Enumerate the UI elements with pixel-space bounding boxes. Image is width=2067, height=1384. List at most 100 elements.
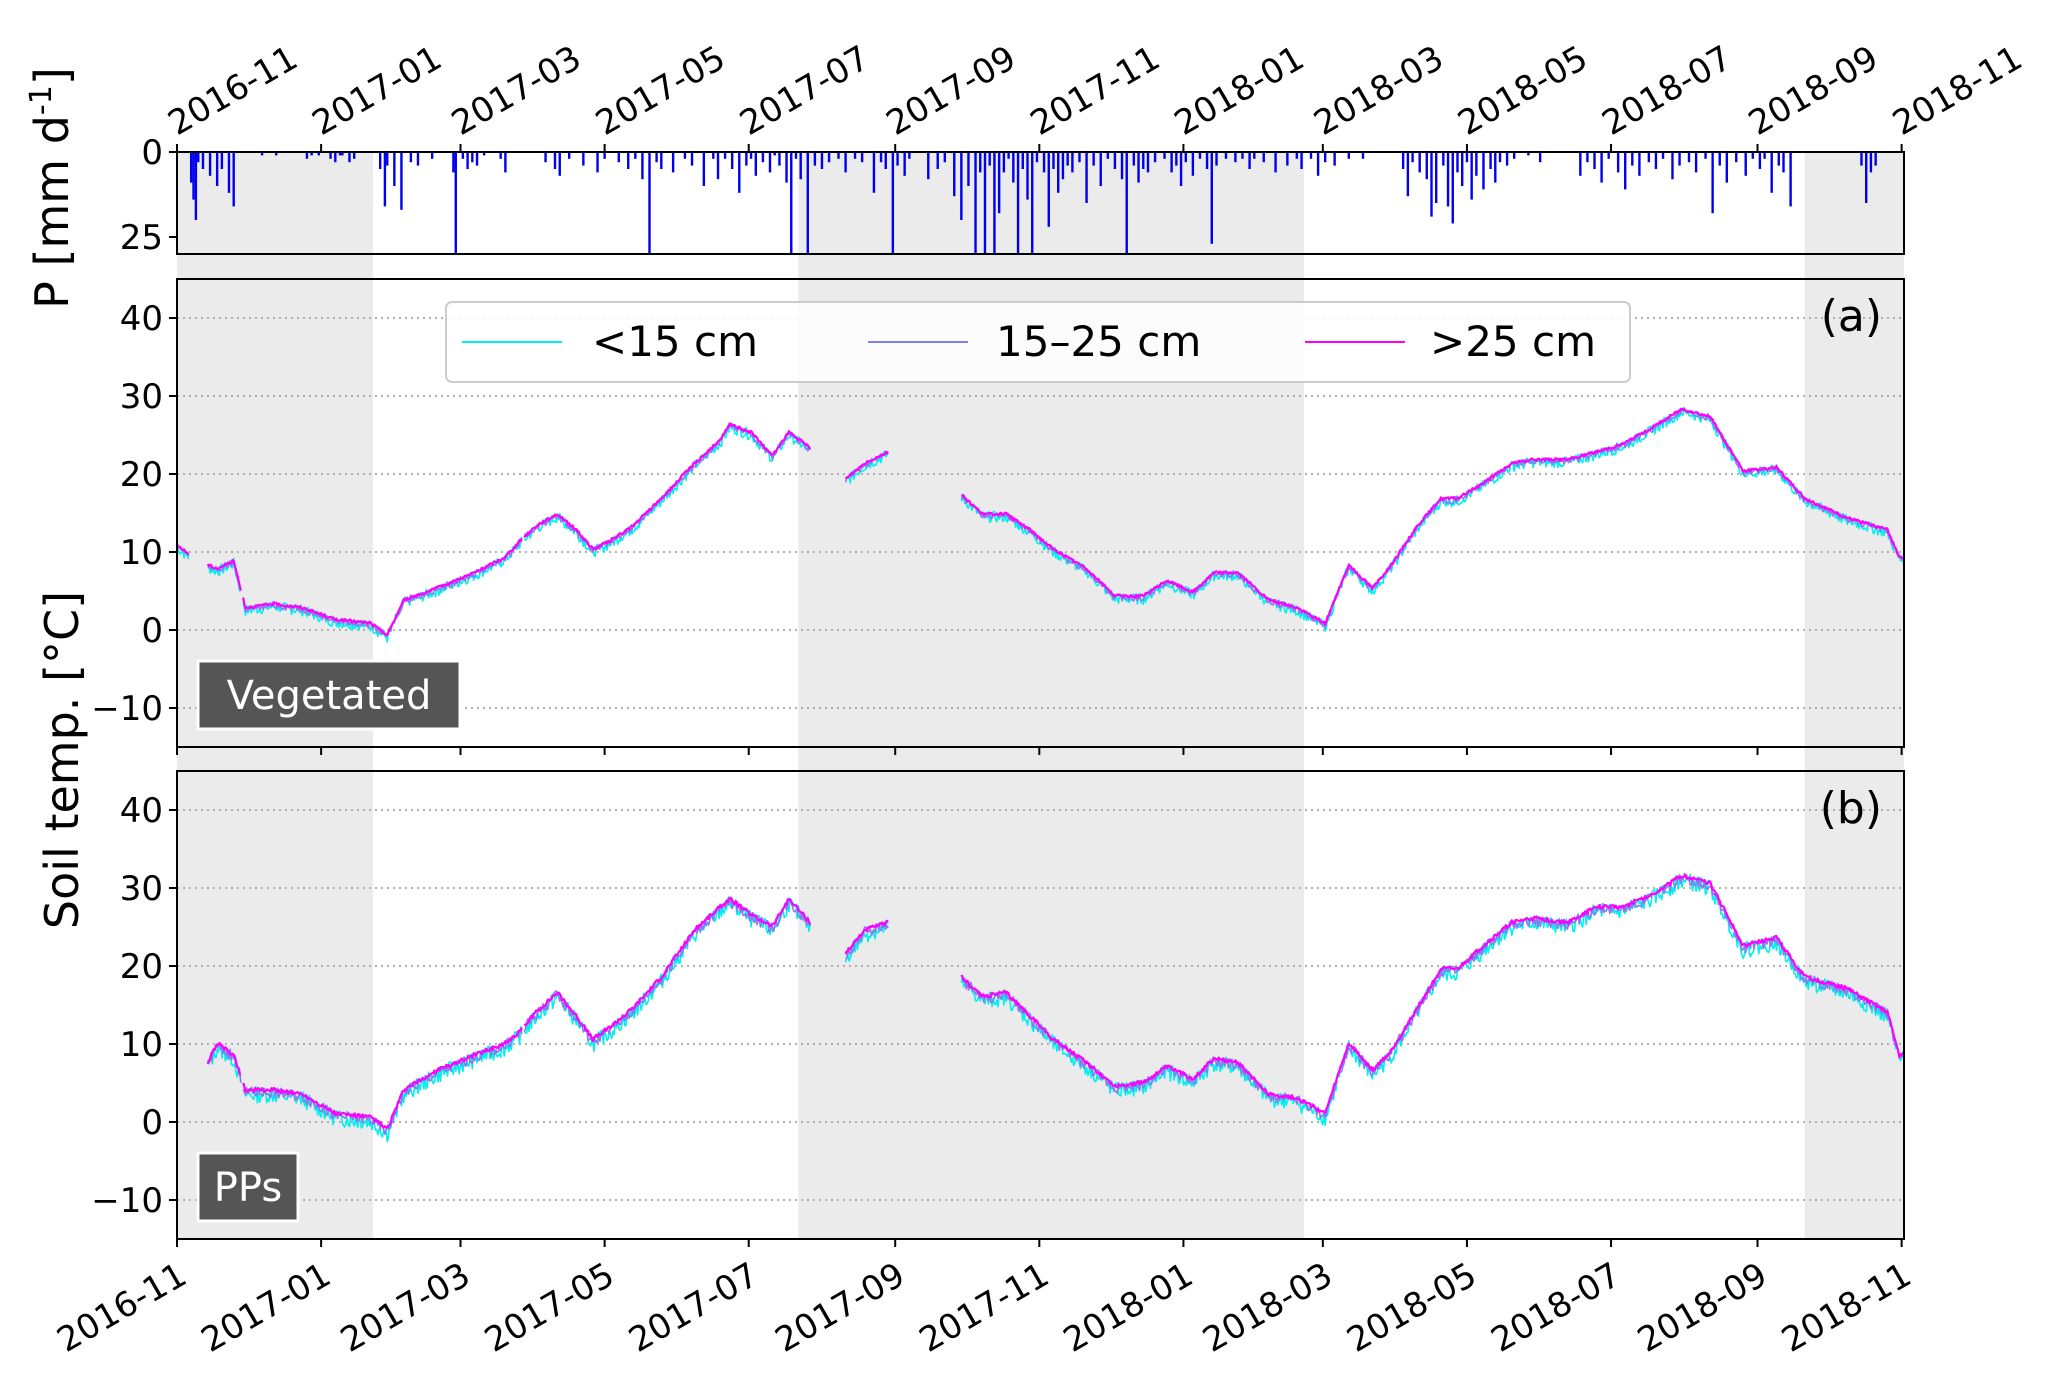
top-x-tick-label: 2018-01	[1168, 38, 1311, 144]
precip-axes-frame	[176, 151, 1905, 255]
precip-bar	[275, 152, 278, 156]
precip-bar	[341, 152, 344, 156]
precip-bar	[1482, 152, 1485, 190]
precip-bar	[1430, 152, 1433, 217]
soil-temp-y-axis-label: Soil temp. [°C]	[35, 591, 89, 929]
precip-bar	[1735, 152, 1738, 163]
precip-bar	[1446, 152, 1450, 207]
precip-bar	[1031, 152, 1034, 254]
precip-bar	[1763, 152, 1766, 159]
precip-bar	[712, 152, 715, 159]
precip-bar	[378, 152, 382, 169]
precip-bar	[716, 152, 720, 180]
precip-bar	[1057, 152, 1060, 193]
precip-bar	[1234, 152, 1237, 163]
precip-bar	[1758, 152, 1762, 169]
precip-bar	[1425, 152, 1428, 180]
precip-bar	[1042, 152, 1046, 173]
top-x-tick-label: 2017-07	[733, 38, 876, 144]
bottom-x-tick-label: 2017-01	[195, 1255, 338, 1361]
ytick-label: 10	[120, 1025, 163, 1065]
precip-bar	[1099, 152, 1102, 186]
panel-a-vegetated: −10 0 10 20 30 40 (a) Vegetated <15 cm 15–25 …	[91, 278, 1905, 771]
legend-entry-mid: 15–25 cm	[996, 317, 1201, 366]
site-label-pps-text: PPs	[214, 1165, 282, 1211]
precip-bar	[471, 152, 474, 163]
precip-bar	[967, 152, 970, 186]
precip-bar	[338, 152, 342, 156]
precip-bar	[1744, 152, 1747, 176]
precip-bar	[1021, 152, 1024, 169]
precip-bar	[329, 152, 332, 159]
bottom-x-tick-label: 2017-03	[334, 1255, 477, 1361]
precip-bar	[988, 152, 991, 166]
ytick-label: −10	[91, 1181, 163, 1221]
precip-bar	[461, 152, 465, 159]
top-x-tick-label: 2017-11	[1024, 38, 1167, 144]
precipitation-panel: 0 25	[120, 133, 1905, 279]
precip-bar	[634, 152, 637, 159]
precip-bar	[1066, 152, 1069, 166]
precip-bar	[1860, 152, 1863, 166]
precip-bar	[671, 152, 675, 173]
precip-bar	[768, 152, 772, 173]
precip-bar	[1175, 152, 1178, 166]
precip-bar	[997, 152, 1001, 214]
precip-bar	[927, 152, 930, 180]
precip-bar	[1047, 152, 1050, 227]
precip-bar	[773, 152, 776, 156]
site-label-pps: PPs	[196, 1151, 300, 1223]
precip-bar	[617, 152, 620, 163]
precip-bar	[466, 152, 469, 169]
top-x-tick-label: 2016-11	[162, 38, 305, 144]
precip-bar	[1132, 152, 1136, 166]
precip-bar	[201, 152, 205, 169]
panel-b-temperature-lines	[206, 872, 1905, 1143]
top-x-tick-label: 2017-05	[589, 38, 732, 144]
shallow-temperature-line	[176, 406, 1905, 643]
ytick-label: 30	[120, 869, 163, 909]
precip-bar	[790, 152, 793, 254]
precip-bar	[409, 152, 413, 163]
precip-bar	[352, 152, 356, 159]
ytick-label: −10	[91, 689, 163, 729]
precip-bar	[504, 152, 507, 173]
precip-bar	[896, 152, 899, 166]
precip-top-tick-marks	[176, 144, 1903, 152]
precip-bar	[596, 152, 599, 173]
precip-y-axis-label: P [mm d-1]	[24, 67, 80, 309]
precip-bar	[1274, 152, 1277, 173]
precip-bar	[1016, 152, 1020, 254]
top-x-tick-label: 2017-03	[445, 38, 588, 144]
precip-bar	[1725, 152, 1729, 183]
precip-bar	[738, 152, 741, 193]
ytick-label: 10	[120, 533, 163, 573]
precip-bar	[260, 152, 264, 156]
precip-bar	[393, 152, 396, 186]
precip-bar	[891, 152, 895, 254]
precip-bar	[844, 152, 847, 173]
precip-bar	[983, 152, 987, 254]
precip-bar	[730, 152, 734, 169]
top-x-tick-label: 2017-09	[880, 38, 1023, 144]
precip-y-ticks: 0 25	[120, 133, 177, 258]
legend: <15 cm 15–25 cm >25 cm	[445, 301, 1631, 383]
frost-period-band-2	[1804, 771, 1904, 1239]
precip-bar	[641, 152, 644, 180]
panel-tag-b: (b)	[1820, 783, 1882, 834]
precip-bar	[400, 152, 403, 210]
precip-bar	[837, 152, 840, 159]
precip-bar	[317, 152, 320, 156]
precip-bar	[1647, 152, 1651, 163]
bottom-x-tick-label: 2017-05	[478, 1255, 621, 1361]
precip-bar	[1137, 152, 1140, 183]
precip-bar	[475, 152, 479, 166]
precip-bar	[979, 152, 982, 173]
precip-bar	[813, 152, 817, 166]
precip-bar	[1704, 152, 1707, 159]
deep-temperature-line	[206, 873, 1905, 1129]
precip-bar	[778, 152, 781, 166]
precip-bar	[1593, 152, 1596, 169]
